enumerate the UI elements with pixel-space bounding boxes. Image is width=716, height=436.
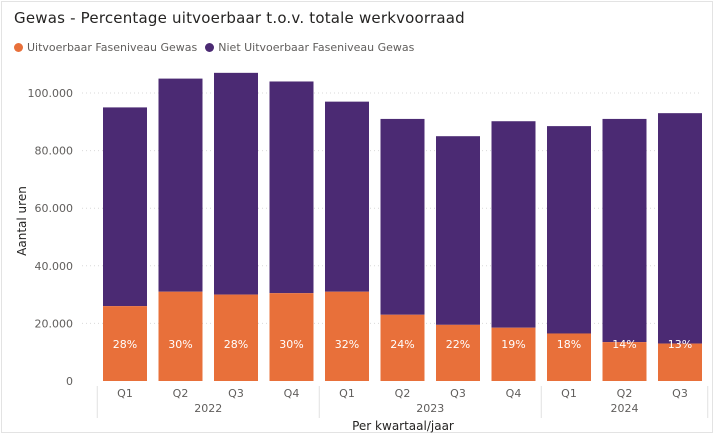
x-tick-label: Q1 [117, 387, 133, 400]
bar-uitvoerbaar [658, 343, 702, 381]
x-tick-label: Q3 [672, 387, 688, 400]
x-tick-label: Q2 [617, 387, 633, 400]
bar-niet-uitvoerbaar [103, 107, 147, 307]
legend-swatch-uitvoerbaar [14, 42, 23, 52]
chart-title: Gewas - Percentage uitvoerbaar t.o.v. to… [14, 9, 465, 27]
data-label: 28% [224, 338, 248, 351]
x-group-label: 2024 [611, 402, 639, 415]
data-label: 28% [113, 338, 137, 351]
data-label: 30% [279, 338, 303, 351]
data-label: 18% [557, 338, 581, 351]
bar-niet-uitvoerbaar [158, 78, 203, 292]
bar-niet-uitvoerbaar [214, 72, 258, 295]
x-group-label: 2023 [416, 402, 444, 415]
y-tick-label: 80.000 [35, 145, 74, 158]
x-tick-label: Q1 [561, 387, 577, 400]
x-tick-label: Q3 [228, 387, 244, 400]
bar-niet-uitvoerbaar [380, 118, 425, 315]
legend-item-niet-uitvoerbaar[interactable]: Niet Uitvoerbaar Faseniveau Gewas [205, 41, 414, 54]
data-label: 30% [168, 338, 192, 351]
data-label: 19% [501, 338, 525, 351]
x-tick-label: Q3 [450, 387, 466, 400]
x-tick-label: Q2 [395, 387, 411, 400]
bar-uitvoerbaar [103, 306, 147, 381]
x-tick-label: Q2 [173, 387, 189, 400]
bar-uitvoerbaar [325, 291, 369, 381]
data-label: 24% [390, 338, 414, 351]
legend-label-niet-uitvoerbaar: Niet Uitvoerbaar Faseniveau Gewas [218, 40, 415, 54]
y-axis-title: Aantal uren [15, 186, 29, 256]
bar-niet-uitvoerbaar [491, 121, 536, 328]
bar-uitvoerbaar [491, 327, 536, 381]
data-label: 14% [612, 338, 636, 351]
chart-legend: Uitvoerbaar Faseniveau Gewas Niet Uitvoe… [14, 39, 422, 55]
bar-uitvoerbaar [436, 324, 480, 381]
bar-niet-uitvoerbaar [602, 118, 647, 343]
bar-uitvoerbaar [602, 342, 647, 381]
legend-swatch-niet-uitvoerbaar [205, 42, 215, 52]
x-tick-label: Q4 [506, 387, 522, 400]
data-label: 22% [446, 338, 470, 351]
bar-niet-uitvoerbaar [658, 113, 702, 344]
bar-uitvoerbaar [547, 333, 591, 381]
y-tick-label: 100.000 [28, 87, 74, 100]
x-group-label: 2022 [194, 402, 222, 415]
legend-item-uitvoerbaar[interactable]: Uitvoerbaar Faseniveau Gewas [14, 41, 197, 54]
bar-uitvoerbaar [158, 291, 203, 381]
data-label: 13% [668, 338, 692, 351]
y-tick-label: 0 [66, 375, 73, 388]
bar-uitvoerbaar [214, 294, 258, 381]
bar-niet-uitvoerbaar [269, 81, 314, 294]
legend-label-uitvoerbaar: Uitvoerbaar Faseniveau Gewas [27, 40, 198, 54]
bar-niet-uitvoerbaar [436, 136, 480, 325]
x-tick-label: Q4 [284, 387, 300, 400]
data-label: 32% [335, 338, 359, 351]
bar-uitvoerbaar [269, 293, 314, 381]
bar-niet-uitvoerbaar [325, 101, 369, 292]
y-tick-label: 20.000 [35, 317, 74, 330]
bar-niet-uitvoerbaar [547, 126, 591, 334]
bar-uitvoerbaar [380, 314, 425, 381]
x-axis-title: Per kwartaal/jaar [352, 419, 454, 433]
y-tick-label: 40.000 [35, 260, 74, 273]
y-tick-label: 60.000 [35, 202, 74, 215]
x-tick-label: Q1 [339, 387, 355, 400]
